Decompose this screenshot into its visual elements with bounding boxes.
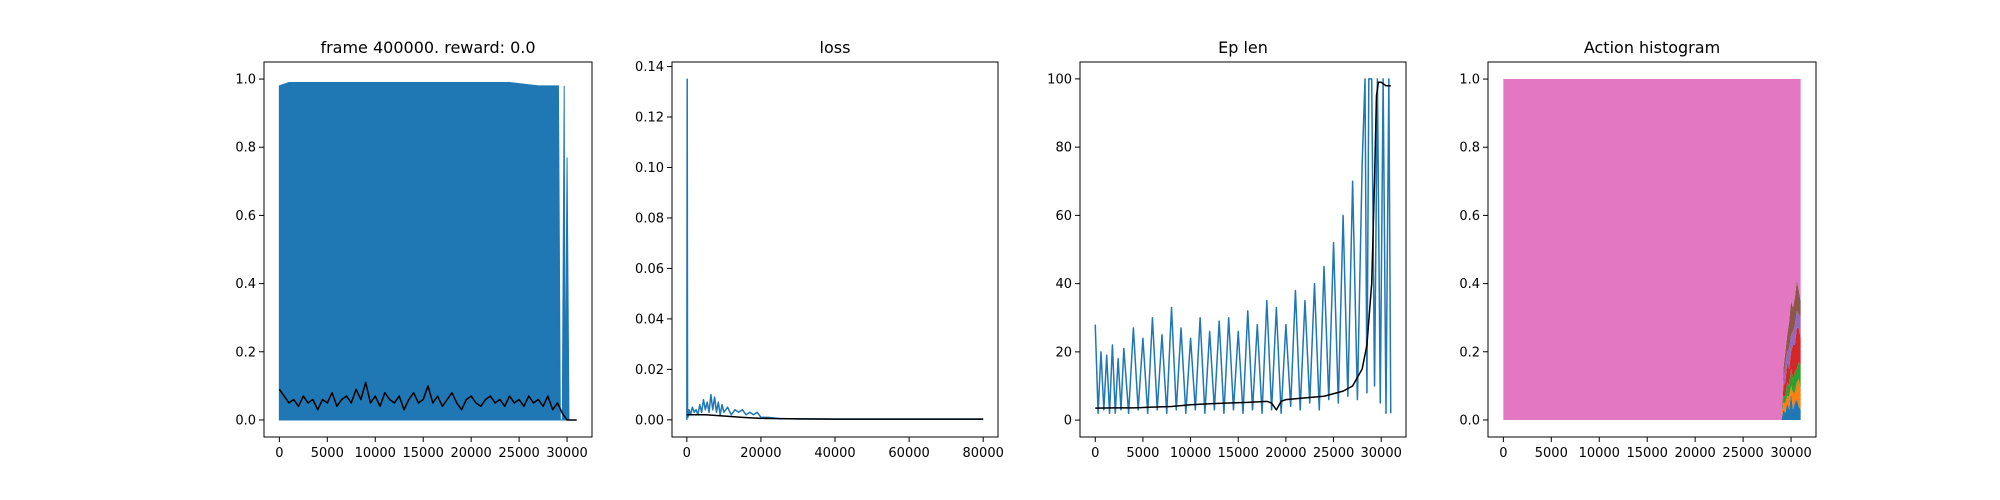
- series-2-line: [278, 381, 577, 421]
- y-tick-label: 0.6: [235, 209, 256, 224]
- y-tick-label: 0.08: [635, 211, 664, 226]
- x-tick-label: 5000: [1535, 446, 1568, 461]
- y-tick-label: 100: [1047, 72, 1072, 87]
- y-tick-label: 1.0: [1459, 73, 1480, 88]
- y-tick-label: 0.06: [635, 262, 664, 277]
- x-tick-label: 0: [1091, 446, 1099, 461]
- plot-area: [278, 81, 577, 421]
- series-1-line: [686, 78, 984, 420]
- x-tick-label: 30000: [1770, 446, 1811, 461]
- y-tick-label: 0.6: [1459, 209, 1480, 224]
- x-tick-label: 80000: [963, 446, 1004, 461]
- y-tick-label: 40: [1055, 277, 1072, 292]
- y-tick-label: 0.00: [635, 413, 664, 428]
- y-tick-label: 0.12: [635, 111, 664, 126]
- axes-frame: [1079, 61, 1407, 438]
- y-tick-label: 0.10: [635, 161, 664, 176]
- chart-title: frame 400000. reward: 0.0: [320, 38, 535, 57]
- subplot-2: 0 20000 40000 60000 80000 0.00 0.02 0.04 0.06 0.0…: [635, 38, 1004, 461]
- series-2-line: [686, 414, 984, 420]
- x-tick-label: 0: [1499, 446, 1507, 461]
- y-tick-label: 0.0: [1459, 413, 1480, 428]
- y-tick-label: 0.8: [235, 141, 256, 156]
- subplot-4: 0 5000 10000 15000 20000 25000 30000 0.0 0.2 0.4 0…: [1459, 38, 1817, 461]
- x-tick-label: 5000: [1126, 446, 1159, 461]
- x-tick-label: 0: [275, 446, 283, 461]
- x-tick-label: 5000: [311, 446, 344, 461]
- y-tick-label: 0.14: [635, 60, 664, 75]
- x-tick-label: 10000: [1579, 446, 1620, 461]
- y-tick-label: 0: [1064, 414, 1072, 429]
- plot-area: [1503, 79, 1801, 420]
- y-tick-label: 0.2: [1459, 345, 1480, 360]
- y-tick-label: 60: [1055, 209, 1072, 224]
- x-tick-label: 20000: [1265, 446, 1306, 461]
- y-tick-label: 0.04: [635, 312, 664, 327]
- y-tick-label: 0.4: [1459, 277, 1480, 292]
- series-1-line: [1094, 78, 1392, 415]
- y-tick-label: 0.02: [635, 363, 664, 378]
- plot-area: [686, 78, 984, 420]
- y-tick-label: 0.2: [235, 345, 256, 360]
- axes-frame: [263, 61, 593, 438]
- x-tick-label: 20000: [450, 446, 491, 461]
- y-tick-label: 80: [1055, 141, 1072, 156]
- chart-title: loss: [820, 38, 851, 57]
- y-tick-label: 1.0: [235, 73, 256, 88]
- series-2-line: [1095, 81, 1391, 411]
- subplot-3: 0 5000 10000 15000 20000 25000 30000 0 20 40 60 80 1…: [1047, 38, 1407, 461]
- x-tick-label: 10000: [1170, 446, 1211, 461]
- y-tick-label: 0.4: [235, 277, 256, 292]
- x-tick-label: 10000: [355, 446, 396, 461]
- x-tick-label: 15000: [1627, 446, 1668, 461]
- x-tick-label: 0: [683, 446, 691, 461]
- x-tick-label: 60000: [888, 446, 929, 461]
- y-tick-label: 0.8: [1459, 141, 1480, 156]
- x-tick-label: 25000: [498, 446, 539, 461]
- x-tick-label: 15000: [403, 446, 444, 461]
- axes-frame: [671, 61, 999, 438]
- plot-area: [1094, 78, 1392, 415]
- x-tick-label: 40000: [814, 446, 855, 461]
- x-tick-label: 30000: [546, 446, 587, 461]
- chart-title: Action histogram: [1584, 38, 1720, 57]
- x-tick-label: 20000: [1674, 446, 1715, 461]
- chart-title: Ep len: [1218, 38, 1268, 57]
- x-tick-label: 20000: [740, 446, 781, 461]
- subplot-1: 0 5000 10000 15000 20000 25000 30000 0.0 0.2 0.4 0…: [235, 38, 593, 461]
- x-tick-label: 25000: [1313, 446, 1354, 461]
- x-tick-label: 15000: [1218, 446, 1259, 461]
- axes-frame: [1487, 61, 1817, 438]
- area-series-7: [1503, 79, 1801, 420]
- y-tick-label: 20: [1055, 345, 1072, 360]
- x-tick-label: 30000: [1361, 446, 1402, 461]
- y-tick-label: 0.0: [235, 413, 256, 428]
- series-1-area: [278, 81, 577, 421]
- x-tick-label: 25000: [1722, 446, 1763, 461]
